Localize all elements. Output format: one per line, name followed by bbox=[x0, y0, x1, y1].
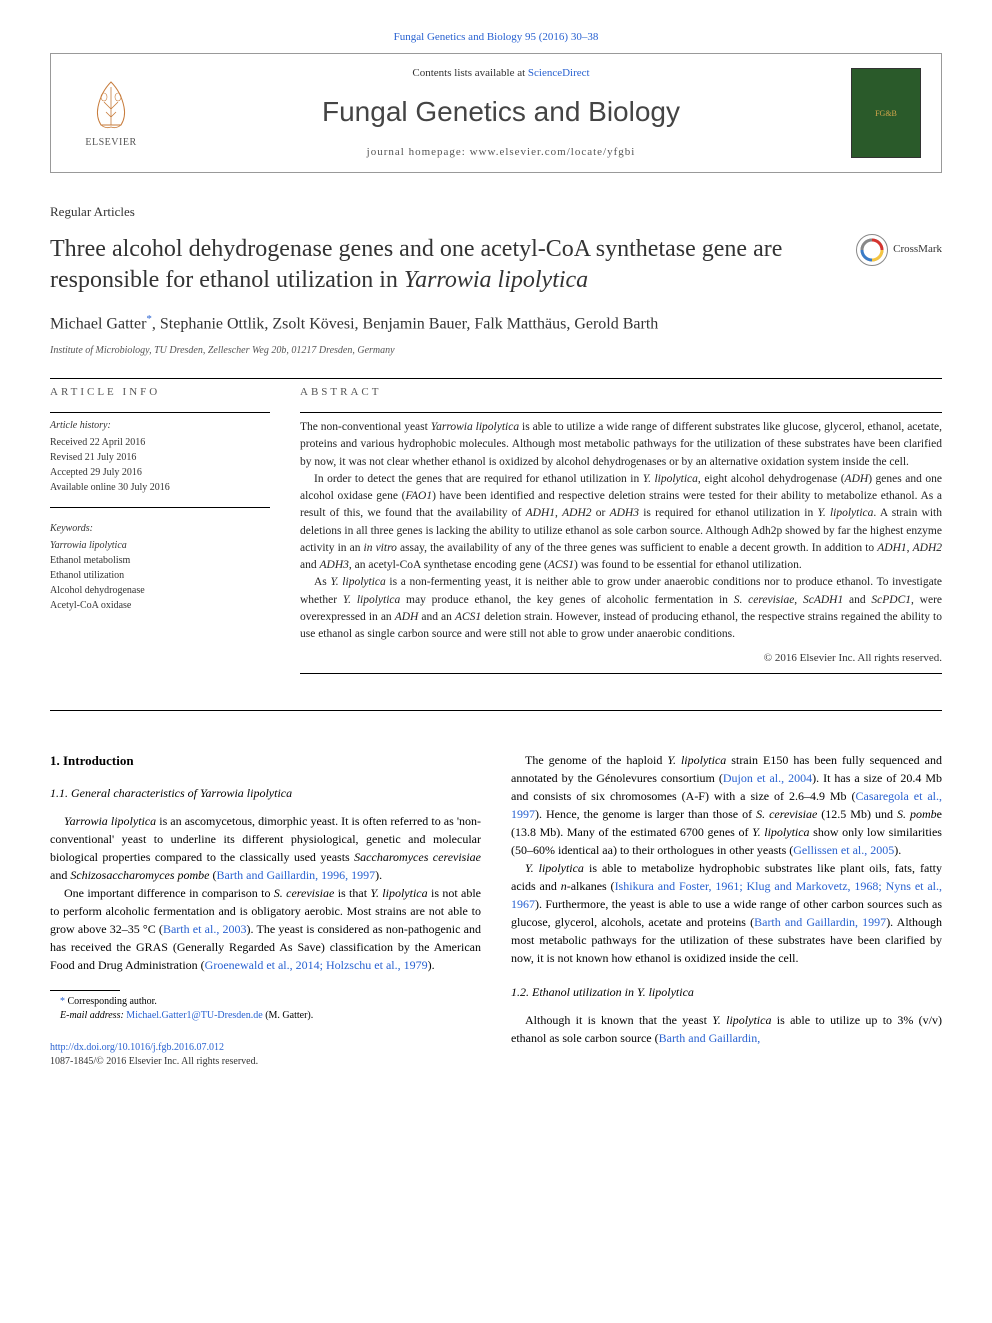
affiliation: Institute of Microbiology, TU Dresden, Z… bbox=[50, 344, 942, 358]
homepage-url[interactable]: www.elsevier.com/locate/yfgbi bbox=[470, 146, 636, 158]
authors-list: Michael Gatter*, Stephanie Ottlik, Zsolt… bbox=[50, 312, 942, 336]
subsection-heading: 1.1. General characteristics of Yarrowia… bbox=[50, 784, 481, 802]
divider bbox=[300, 673, 942, 674]
keyword: Acetyl-CoA oxidase bbox=[50, 598, 270, 613]
elsevier-tree-icon bbox=[86, 77, 136, 132]
history-online: Available online 30 July 2016 bbox=[50, 480, 270, 495]
doi-info: http://dx.doi.org/10.1016/j.fgb.2016.07.… bbox=[50, 1041, 481, 1069]
divider bbox=[50, 412, 270, 413]
keyword: Alcohol dehydrogenase bbox=[50, 583, 270, 598]
citation-link[interactable]: Dujon et al., 2004 bbox=[723, 771, 812, 785]
crossmark-badge[interactable]: CrossMark bbox=[856, 234, 942, 266]
citation-link[interactable]: Barth and Gaillardin, 1997 bbox=[754, 915, 886, 929]
keyword: Yarrowia lipolytica bbox=[50, 538, 270, 553]
sciencedirect-link[interactable]: ScienceDirect bbox=[528, 67, 590, 79]
doi-link[interactable]: http://dx.doi.org/10.1016/j.fgb.2016.07.… bbox=[50, 1042, 224, 1053]
header-center: Contents lists available at ScienceDirec… bbox=[151, 66, 851, 160]
journal-citation[interactable]: Fungal Genetics and Biology 95 (2016) 30… bbox=[50, 30, 942, 45]
article-body: 1. Introduction 1.1. General characteris… bbox=[50, 751, 942, 1070]
keyword: Ethanol utilization bbox=[50, 568, 270, 583]
abstract-column: ABSTRACT The non-conventional yeast Yarr… bbox=[300, 385, 942, 680]
history-revised: Revised 21 July 2016 bbox=[50, 450, 270, 465]
history-received: Received 22 April 2016 bbox=[50, 435, 270, 450]
divider bbox=[50, 507, 270, 508]
citation-link[interactable]: Groenewald et al., 2014; Holzschu et al.… bbox=[205, 958, 428, 972]
section-heading: 1. Introduction bbox=[50, 751, 481, 771]
article-info-column: ARTICLE INFO Article history: Received 2… bbox=[50, 385, 270, 680]
journal-name: Fungal Genetics and Biology bbox=[171, 92, 831, 131]
divider bbox=[300, 412, 942, 413]
abstract-header: ABSTRACT bbox=[300, 385, 942, 400]
divider bbox=[50, 710, 942, 711]
citation-link[interactable]: Gellissen et al., 2005 bbox=[793, 843, 894, 857]
elsevier-logo[interactable]: ELSEVIER bbox=[71, 68, 151, 158]
subsection-heading: 1.2. Ethanol utilization in Y. lipolytic… bbox=[511, 983, 942, 1001]
crossmark-icon bbox=[856, 234, 888, 266]
crossmark-label: CrossMark bbox=[893, 242, 942, 256]
corresponding-author-footnote: * Corresponding author. bbox=[50, 995, 481, 1009]
journal-cover-thumbnail[interactable]: FG&B bbox=[851, 68, 921, 158]
citation-link[interactable]: Barth and Gaillardin, bbox=[659, 1031, 761, 1045]
article-info-header: ARTICLE INFO bbox=[50, 385, 270, 400]
email-footnote: E-mail address: Michael.Gatter1@TU-Dresd… bbox=[50, 1009, 481, 1023]
article-type: Regular Articles bbox=[50, 203, 942, 221]
history-accepted: Accepted 29 July 2016 bbox=[50, 465, 270, 480]
homepage-line: journal homepage: www.elsevier.com/locat… bbox=[171, 145, 831, 160]
article-title: Three alcohol dehydrogenase genes and on… bbox=[50, 234, 942, 296]
history-label: Article history: bbox=[50, 419, 270, 433]
footnote-divider bbox=[50, 990, 120, 991]
elsevier-label: ELSEVIER bbox=[85, 136, 136, 150]
keywords-label: Keywords: bbox=[50, 522, 270, 536]
abstract-copyright: © 2016 Elsevier Inc. All rights reserved… bbox=[300, 651, 942, 666]
citation-link[interactable]: Barth and Gaillardin, 1996, 1997 bbox=[217, 868, 376, 882]
citation-link[interactable]: Barth et al., 2003 bbox=[163, 922, 247, 936]
email-link[interactable]: Michael.Gatter1@TU-Dresden.de bbox=[126, 1010, 262, 1021]
abstract-text: The non-conventional yeast Yarrowia lipo… bbox=[300, 419, 942, 643]
divider bbox=[50, 378, 942, 379]
contents-line: Contents lists available at ScienceDirec… bbox=[171, 66, 831, 81]
journal-header-box: ELSEVIER Contents lists available at Sci… bbox=[50, 53, 942, 173]
keyword: Ethanol metabolism bbox=[50, 553, 270, 568]
